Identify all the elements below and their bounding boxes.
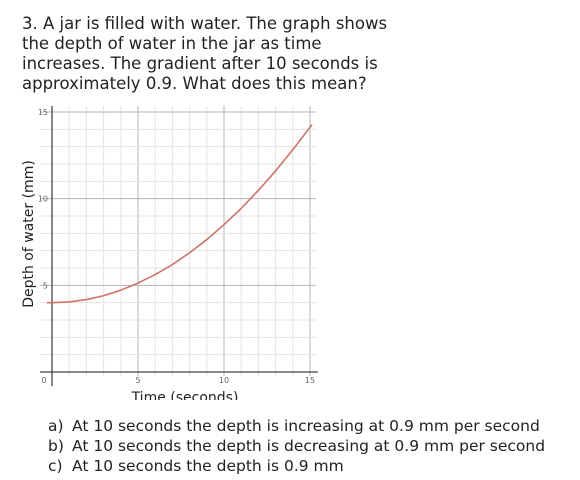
option-letter: a) [48, 417, 64, 435]
depth-time-graph: 0 5 10 15 5 10 15 Depth of water (mm) Time (se… [21, 106, 318, 400]
option-b[interactable]: b) At 10 seconds the depth is decreasing … [48, 436, 545, 456]
chart-tick-labels: 0 5 10 15 5 10 15 [38, 108, 315, 385]
option-text: At 10 seconds the depth is 0.9 mm [72, 457, 344, 475]
y-tick-label: 15 [38, 108, 48, 117]
depth-curve-line [46, 124, 313, 304]
answer-options: a) At 10 seconds the depth is increasing … [48, 416, 545, 476]
x-tick-label: 10 [219, 376, 229, 385]
option-letter: c) [48, 457, 63, 475]
option-c[interactable]: c) At 10 seconds the depth is 0.9 mm [48, 456, 545, 476]
option-text: At 10 seconds the depth is decreasing at… [72, 437, 546, 455]
option-text: At 10 seconds the depth is increasing at… [72, 417, 540, 435]
x-axis-label: Time (seconds) [131, 390, 239, 400]
chart-series [46, 124, 313, 304]
x-tick-label: 5 [135, 376, 140, 385]
y-tick-label: 5 [43, 281, 48, 290]
question-text: 3. A jar is filled with water. The graph… [22, 14, 388, 93]
chart-grid [40, 106, 316, 376]
x-tick-label: 0 [41, 376, 46, 385]
y-axis-label: Depth of water (mm) [21, 160, 37, 308]
x-tick-label: 15 [305, 376, 315, 385]
option-a[interactable]: a) At 10 seconds the depth is increasing … [48, 416, 545, 436]
chart-axes [40, 106, 318, 386]
option-letter: b) [48, 437, 64, 455]
y-tick-label: 10 [38, 195, 48, 204]
